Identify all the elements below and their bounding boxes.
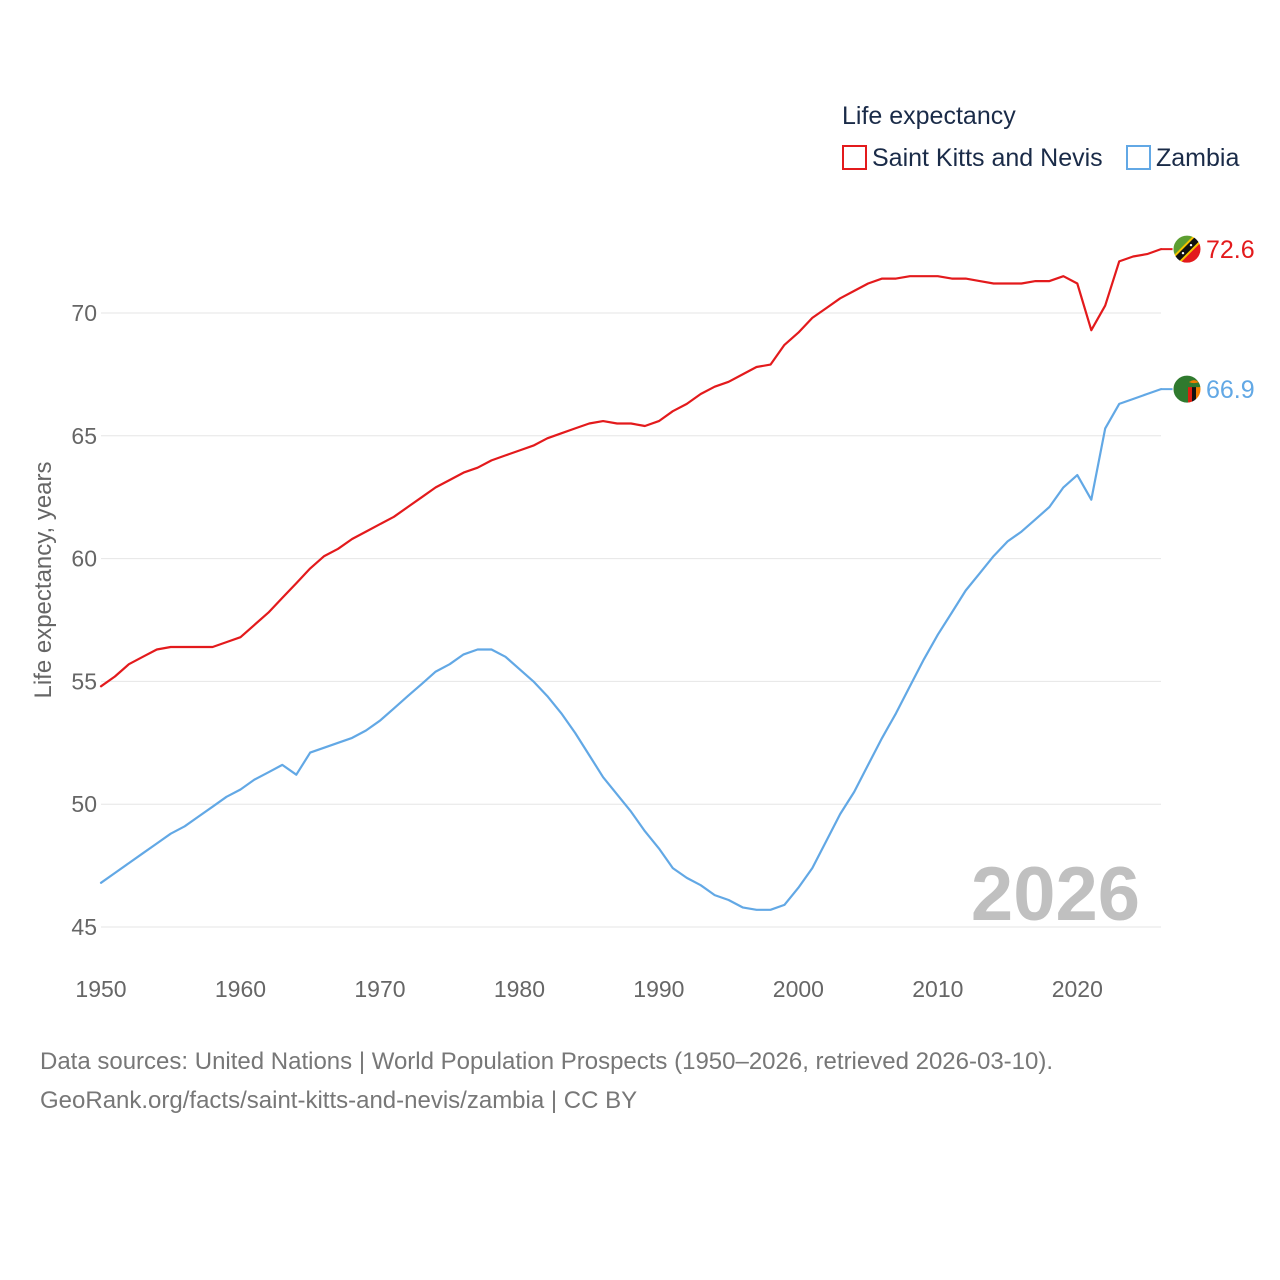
x-tick-label: 1970 xyxy=(354,976,405,1002)
x-tick-label: 1990 xyxy=(633,976,684,1002)
end-markers: 72.6 66.9 xyxy=(1161,234,1255,404)
year-watermark: 2026 xyxy=(971,852,1140,937)
x-axis-ticks: 1950 1960 1970 1980 1990 2000 2010 2020 xyxy=(75,976,1102,1002)
legend-label-zambia[interactable]: Zambia xyxy=(1156,144,1239,172)
x-tick-label: 1980 xyxy=(494,976,545,1002)
y-tick-label: 45 xyxy=(71,914,97,940)
end-value-label: 66.9 xyxy=(1206,376,1255,404)
saint-kitts-and-nevis-flag-icon xyxy=(1173,235,1201,264)
series-line-zambia[interactable] xyxy=(99,388,1163,911)
y-tick-label: 50 xyxy=(71,791,97,817)
zambia-flag-icon xyxy=(1173,375,1201,404)
legend-label-saint-kitts[interactable]: Saint Kitts and Nevis xyxy=(872,144,1103,172)
x-tick-label: 1960 xyxy=(215,976,266,1002)
y-tick-label: 60 xyxy=(71,546,97,572)
series-lines xyxy=(99,248,1163,911)
legend-swatch-zambia[interactable] xyxy=(1126,145,1151,170)
end-value-label: 72.6 xyxy=(1206,236,1255,264)
x-tick-label: 1950 xyxy=(75,976,126,1002)
x-tick-label: 2000 xyxy=(773,976,824,1002)
attribution-line: GeoRank.org/facts/saint-kitts-and-nevis/… xyxy=(40,1087,638,1114)
legend-swatch-saint-kitts[interactable] xyxy=(842,145,867,170)
legend: Life expectancy Saint Kitts and Nevis Za… xyxy=(842,102,1239,172)
y-tick-label: 70 xyxy=(71,300,97,326)
x-tick-label: 2020 xyxy=(1052,976,1103,1002)
y-tick-label: 55 xyxy=(71,668,97,694)
gridlines xyxy=(101,312,1161,928)
legend-title: Life expectancy xyxy=(842,102,1016,130)
y-tick-label: 65 xyxy=(71,423,97,449)
series-line-saint-kitts-and-nevis[interactable] xyxy=(99,248,1163,688)
x-tick-label: 2010 xyxy=(912,976,963,1002)
source-footer: Data sources: United Nations | World Pop… xyxy=(40,1042,1053,1120)
source-line: Data sources: United Nations | World Pop… xyxy=(40,1048,1054,1075)
flag-outline xyxy=(1172,234,1202,264)
flag-outline xyxy=(1172,374,1202,404)
y-axis-ticks: 45 50 55 60 65 70 xyxy=(71,300,97,940)
y-axis-label: Life expectancy, years xyxy=(30,461,57,698)
life-expectancy-chart: 45 50 55 60 65 70 1950 1960 1970 1980 1990 2000 201… xyxy=(30,102,1255,1002)
